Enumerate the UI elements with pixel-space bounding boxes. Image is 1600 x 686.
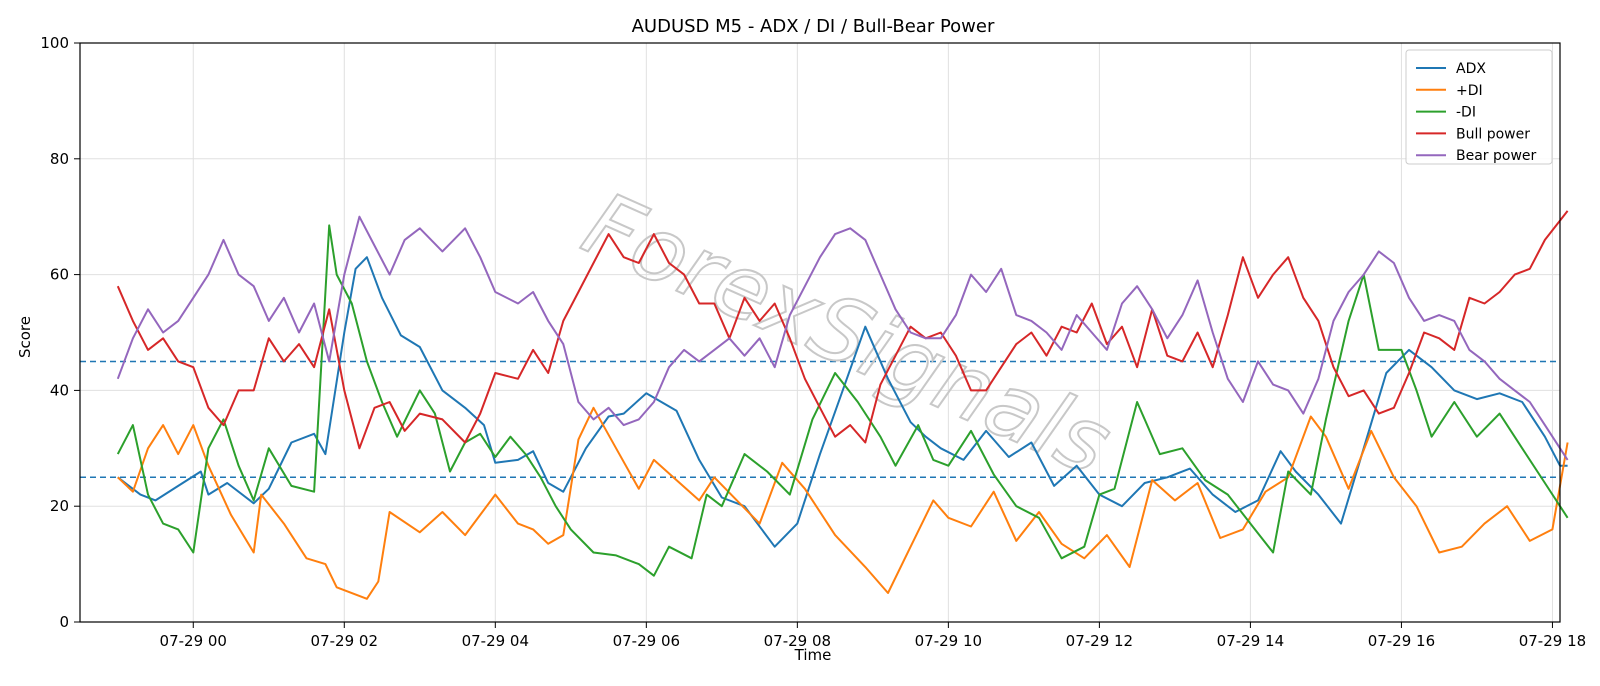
series-line-di — [117, 406, 1569, 600]
x-axis-ticks: 07-29 00 07-29 02 07-29 04 07-29 06 07-29 08… — [160, 622, 1586, 650]
x-tick-label: 07-29 14 — [1217, 632, 1284, 650]
legend-label-adx: ADX — [1456, 61, 1486, 77]
x-tick-label: 07-29 00 — [160, 632, 227, 650]
x-tick-label: 07-29 12 — [1066, 632, 1133, 650]
x-tick-label: 07-29 06 — [613, 632, 680, 650]
x-tick-label: 07-29 08 — [764, 632, 831, 650]
x-tick-label: 07-29 18 — [1519, 632, 1586, 650]
y-tick-label: 100 — [40, 34, 69, 52]
legend-label-bear-power: Bear power — [1456, 148, 1537, 164]
legend-label-di: +DI — [1456, 83, 1483, 99]
legend-box — [1405, 49, 1553, 165]
x-tick-label: 07-29 16 — [1368, 632, 1435, 650]
series-line-bull-power — [116, 210, 1569, 450]
plot-frame — [79, 42, 1561, 623]
y-tick-label: 0 — [59, 613, 69, 631]
chart-title: AUDUSD M5 - ADX / DI / Bull-Bear Power — [632, 16, 995, 37]
y-tick-label: 80 — [50, 150, 69, 168]
series-line-bear-power — [116, 215, 1569, 461]
legend-label-bull-power: Bull power — [1456, 126, 1530, 142]
watermark-text: ForexSignals — [569, 172, 1125, 495]
reference-lines — [80, 360, 1560, 478]
x-tick-label: 07-29 02 — [311, 632, 378, 650]
y-axis-ticks: 0 20 40 60 80 100 — [40, 34, 80, 631]
watermark: ForexSignals — [568, 171, 1126, 496]
x-axis-label: Time — [794, 646, 832, 664]
legend: ADX +DI -DI Bull power Bear power — [1405, 49, 1553, 165]
series-layer — [116, 210, 1569, 600]
x-tick-label: 07-29 04 — [462, 632, 529, 650]
y-tick-label: 40 — [50, 381, 69, 399]
series-line-di — [116, 224, 1569, 577]
x-tick-label: 07-29 10 — [915, 632, 982, 650]
y-tick-label: 60 — [50, 266, 69, 284]
series-line-adx — [117, 256, 1568, 548]
y-axis-label: Score — [16, 316, 34, 358]
legend-label-di: -DI — [1456, 105, 1476, 121]
y-tick-label: 20 — [50, 497, 69, 515]
